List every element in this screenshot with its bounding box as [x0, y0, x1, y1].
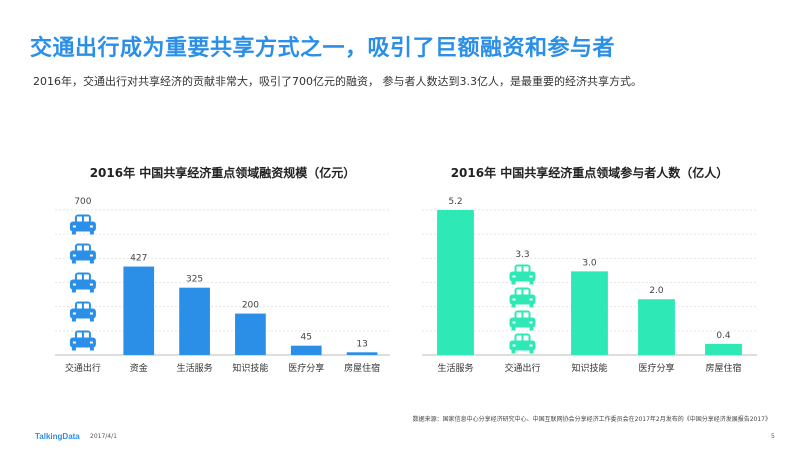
category-label: 知识技能: [571, 362, 607, 374]
data-label: 3.3: [515, 250, 529, 260]
data-label: 325: [186, 275, 203, 285]
brand-logo: TalkingData: [35, 432, 80, 441]
bar: [571, 271, 608, 355]
bar: [290, 345, 322, 355]
category-label: 生活服务: [177, 362, 213, 374]
page-number: 5: [771, 433, 775, 440]
category-label: 资金: [130, 362, 148, 374]
car-icon: [509, 333, 536, 354]
chart-title: 2016年 中国共享经济重点领域参与者人数（亿人）: [450, 166, 729, 180]
car-icon: [509, 310, 536, 331]
participants-chart: 2016年 中国共享经济重点领域参与者人数（亿人） 生活服务 5.2 交通出行 3.3…: [412, 160, 767, 385]
data-label: 200: [242, 301, 259, 311]
car-icon: [69, 301, 96, 322]
category-label: 房屋住宿: [705, 362, 741, 374]
bar: [179, 287, 210, 355]
category-label: 交通出行: [65, 362, 101, 374]
data-label: 45: [301, 333, 312, 343]
data-label: 427: [130, 254, 147, 264]
bar: [235, 313, 266, 355]
data-label: 3.0: [582, 258, 597, 268]
bar: [638, 299, 675, 355]
car-icon: [69, 272, 96, 293]
category-label: 生活服务: [437, 362, 473, 374]
data-source-note: 数据来源：国家信息中心分享经济研究中心、中国互联网协会分享经济工作委员会在201…: [412, 416, 771, 423]
bar: [437, 210, 474, 355]
data-label: 13: [356, 339, 367, 349]
data-label: 0.4: [716, 331, 731, 341]
car-icon: [509, 287, 536, 308]
slide-subtitle: 2016年，交通出行对共享经济的贡献非常大，吸引了700亿元的融资， 参与者人数…: [33, 75, 642, 88]
car-icon: [69, 330, 96, 351]
bar: [123, 266, 155, 355]
bar: [705, 343, 742, 355]
category-label: 医疗分享: [288, 362, 324, 374]
data-label: 2.0: [649, 286, 664, 296]
financing-chart-plot: 交通出行 700 资金 427 生活服务 325 知识技能 200 医疗分享 45 房屋住宿 13: [55, 197, 390, 374]
car-icon: [69, 214, 96, 235]
data-label: 5.2: [448, 197, 462, 207]
slide-title: 交通出行成为重要共享方式之一，吸引了巨额融资和参与者: [30, 36, 616, 61]
category-label: 房屋住宿: [344, 362, 380, 374]
chart-title: 2016年 中国共享经济重点领域融资规模（亿元）: [89, 166, 356, 180]
data-label: 700: [74, 197, 91, 207]
financing-chart: 2016年 中国共享经济重点领域融资规模（亿元） 交通出行 700 资金 427 生活服…: [45, 160, 400, 385]
car-icon: [509, 264, 536, 285]
category-label: 交通出行: [504, 362, 540, 374]
participants-chart-plot: 生活服务 5.2 交通出行 3.3 知识技能 3.0 医疗分享 2.0 房屋住宿 0.4: [422, 197, 757, 374]
slide-date: 2017/4/1: [90, 433, 117, 440]
category-label: 医疗分享: [638, 362, 674, 374]
category-label: 知识技能: [232, 362, 268, 374]
bar: [346, 352, 378, 355]
car-icon: [69, 243, 96, 264]
